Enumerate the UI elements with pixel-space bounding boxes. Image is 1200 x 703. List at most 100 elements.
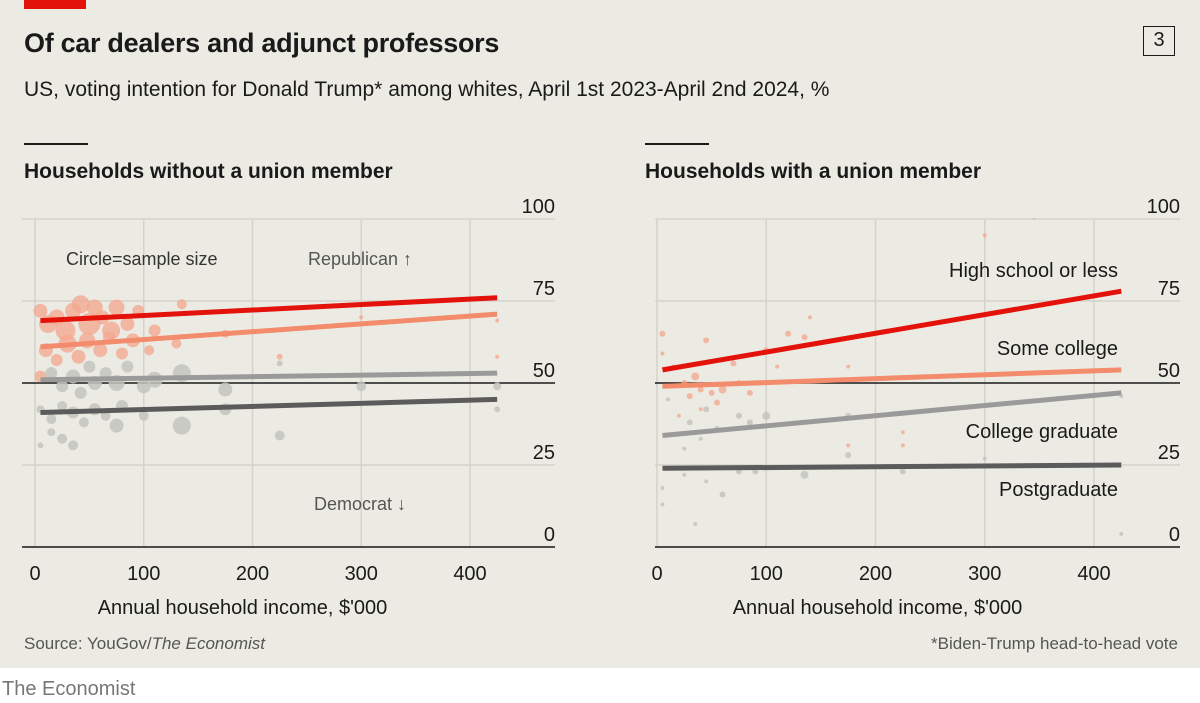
x-tick-label-300: 300 bbox=[345, 563, 378, 585]
data-bubble bbox=[703, 337, 710, 344]
data-bubble bbox=[100, 410, 111, 421]
data-bubble bbox=[785, 330, 792, 337]
data-bubble bbox=[138, 410, 149, 421]
panel-rule-right bbox=[645, 143, 709, 145]
data-bubble bbox=[144, 345, 155, 356]
data-bubble bbox=[359, 315, 364, 320]
y-tick-label-75: 75 bbox=[533, 278, 555, 300]
data-bubble bbox=[78, 417, 89, 428]
data-bubble bbox=[99, 367, 112, 380]
data-bubble bbox=[120, 316, 135, 331]
chart-card: Of car dealers and adjunct professors 3 … bbox=[0, 0, 1200, 668]
chart-title: Of car dealers and adjunct professors bbox=[24, 28, 500, 58]
data-bubble bbox=[746, 419, 753, 426]
data-bubble bbox=[218, 382, 233, 397]
data-bubble bbox=[714, 399, 721, 406]
data-bubble bbox=[801, 334, 808, 341]
data-bubble bbox=[800, 470, 809, 479]
chart-panel-right bbox=[655, 218, 1180, 548]
y-tick-label-50: 50 bbox=[533, 360, 555, 382]
data-bubble bbox=[659, 330, 666, 337]
data-bubble bbox=[176, 299, 187, 310]
data-bubble bbox=[697, 386, 704, 393]
chart-subtitle: US, voting intention for Donald Trump* a… bbox=[24, 78, 830, 101]
panel-rule-left bbox=[24, 143, 88, 145]
data-bubble bbox=[698, 436, 703, 441]
data-bubble bbox=[899, 468, 906, 475]
data-bubble bbox=[276, 360, 283, 367]
x-tick-label-400: 400 bbox=[453, 563, 486, 585]
economist-red-tab bbox=[24, 0, 86, 9]
source-publication: The Economist bbox=[151, 634, 265, 653]
data-bubble bbox=[775, 364, 780, 369]
data-bubble bbox=[719, 491, 726, 498]
data-bubble bbox=[46, 414, 57, 425]
data-bubble bbox=[56, 380, 69, 393]
data-bubble bbox=[93, 343, 108, 358]
data-bubble bbox=[900, 443, 905, 448]
data-bubble bbox=[108, 299, 125, 316]
trend-line-some-college bbox=[662, 367, 1122, 389]
series-label-high-school: High school or less bbox=[949, 260, 1118, 282]
data-bubble bbox=[665, 397, 670, 402]
data-bubble bbox=[276, 353, 283, 360]
y-tick-label-0: 0 bbox=[1169, 524, 1180, 546]
data-bubble bbox=[686, 393, 693, 400]
data-bubble bbox=[493, 382, 502, 391]
x-tick-label-0: 0 bbox=[29, 563, 40, 585]
source-prefix: Source: YouGov/ bbox=[24, 634, 152, 653]
y-tick-label-25: 25 bbox=[533, 442, 555, 464]
data-bubble bbox=[50, 354, 63, 367]
data-bubble bbox=[274, 430, 285, 441]
data-bubble bbox=[730, 360, 737, 367]
data-bubble bbox=[495, 318, 500, 323]
data-bubble bbox=[57, 433, 68, 444]
data-bubble bbox=[74, 386, 87, 399]
x-tick-label-200: 200 bbox=[236, 563, 269, 585]
data-bubble bbox=[682, 446, 687, 451]
data-bubble bbox=[735, 412, 742, 419]
data-bubble bbox=[693, 522, 698, 527]
data-bubble bbox=[718, 385, 727, 394]
trend-line-high-school bbox=[40, 295, 498, 324]
data-bubble bbox=[71, 349, 86, 364]
data-bubble bbox=[71, 295, 90, 314]
data-bubble bbox=[660, 485, 665, 490]
data-bubble bbox=[698, 407, 703, 412]
data-bubble bbox=[703, 406, 710, 413]
data-bubble bbox=[47, 428, 56, 437]
data-bubble bbox=[1032, 218, 1035, 220]
chart-number-badge: 3 bbox=[1143, 26, 1175, 56]
x-axis-label: Annual household income, $'000 bbox=[98, 597, 388, 619]
data-bubble bbox=[708, 389, 715, 396]
data-bubble bbox=[704, 479, 709, 484]
x-tick-label-200: 200 bbox=[859, 563, 892, 585]
y-tick-label-75: 75 bbox=[1158, 278, 1180, 300]
brand-caption: The Economist bbox=[2, 678, 136, 700]
data-bubble bbox=[356, 381, 367, 392]
trend-line-college-graduate bbox=[40, 370, 498, 383]
data-bubble bbox=[900, 430, 905, 435]
sample-size-note: Circle=sample size bbox=[66, 249, 218, 269]
data-bubble bbox=[121, 360, 134, 373]
data-bubble bbox=[686, 419, 693, 426]
data-bubble bbox=[682, 472, 687, 477]
x-tick-label-400: 400 bbox=[1077, 563, 1110, 585]
panel-title-left: Households without a union member bbox=[24, 160, 393, 183]
data-bubble bbox=[1119, 531, 1124, 536]
series-label-some-college: Some college bbox=[997, 338, 1118, 360]
data-bubble bbox=[109, 418, 124, 433]
data-bubble bbox=[172, 416, 191, 435]
y-tick-label-100: 100 bbox=[522, 196, 555, 218]
footnote: *Biden-Trump head-to-head vote bbox=[931, 634, 1178, 653]
x-axis-label: Annual household income, $'000 bbox=[733, 597, 1023, 619]
data-bubble bbox=[691, 372, 700, 381]
x-tick-label-100: 100 bbox=[750, 563, 783, 585]
y-tick-label-50: 50 bbox=[1158, 360, 1180, 382]
data-bubble bbox=[116, 347, 128, 360]
data-bubble bbox=[660, 351, 665, 356]
data-bubble bbox=[762, 411, 771, 420]
democrat-label: Democrat ↓ bbox=[314, 494, 406, 514]
y-tick-label-25: 25 bbox=[1158, 442, 1180, 464]
data-bubble bbox=[846, 443, 851, 448]
